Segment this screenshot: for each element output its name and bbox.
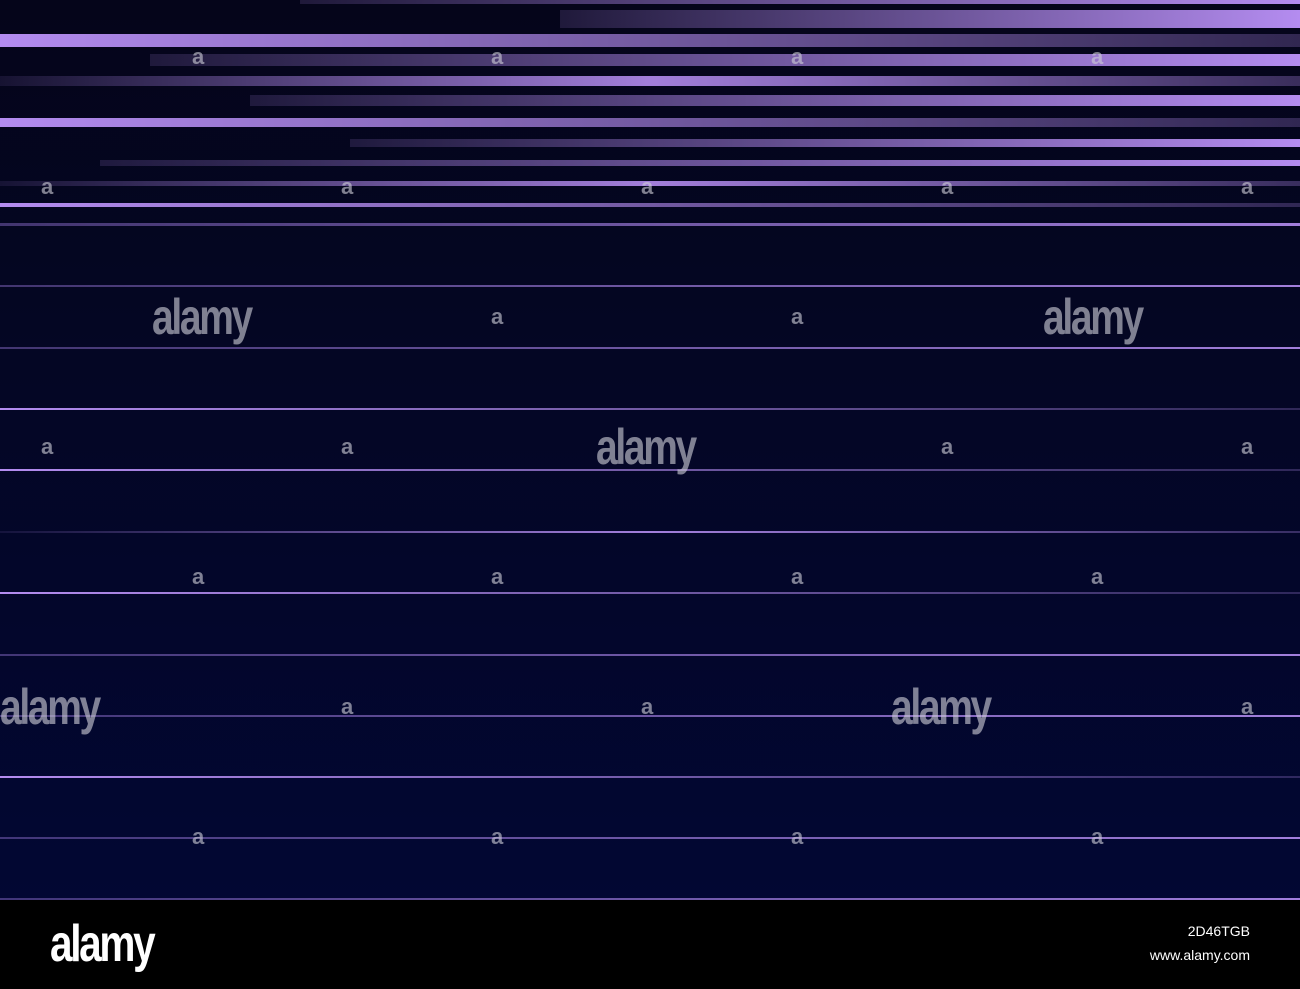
purple-stripe: [0, 654, 1300, 656]
purple-stripe: [0, 34, 1300, 47]
footer-bar: alamy 2D46TGB www.alamy.com: [0, 900, 1300, 989]
purple-stripes-artwork: [0, 0, 1300, 900]
purple-stripe: [350, 139, 1300, 147]
purple-stripe: [0, 776, 1300, 778]
purple-stripe: [150, 54, 1300, 66]
purple-stripe: [0, 285, 1300, 287]
purple-stripe: [0, 898, 1300, 900]
purple-stripe: [560, 10, 1300, 28]
purple-stripe: [0, 118, 1300, 127]
purple-stripe: [0, 203, 1300, 207]
purple-stripe: [0, 408, 1300, 410]
purple-stripe: [0, 76, 1300, 86]
purple-stripe: [0, 223, 1300, 226]
purple-stripe: [250, 95, 1300, 106]
purple-stripe: [0, 347, 1300, 349]
stripes-group: [0, 0, 1300, 900]
artwork-background: [0, 0, 1300, 900]
purple-stripe: [100, 160, 1300, 166]
image-id: 2D46TGB: [1187, 923, 1250, 939]
stripes-canvas: [0, 0, 1300, 900]
purple-stripe: [0, 181, 1300, 186]
purple-stripe: [0, 469, 1300, 471]
purple-stripe: [0, 715, 1300, 717]
purple-stripe: [0, 531, 1300, 533]
alamy-logo: alamy: [50, 915, 156, 973]
site-url[interactable]: www.alamy.com: [1149, 947, 1250, 963]
purple-stripe: [0, 592, 1300, 594]
purple-stripe: [300, 0, 1300, 4]
purple-stripe: [0, 837, 1300, 839]
